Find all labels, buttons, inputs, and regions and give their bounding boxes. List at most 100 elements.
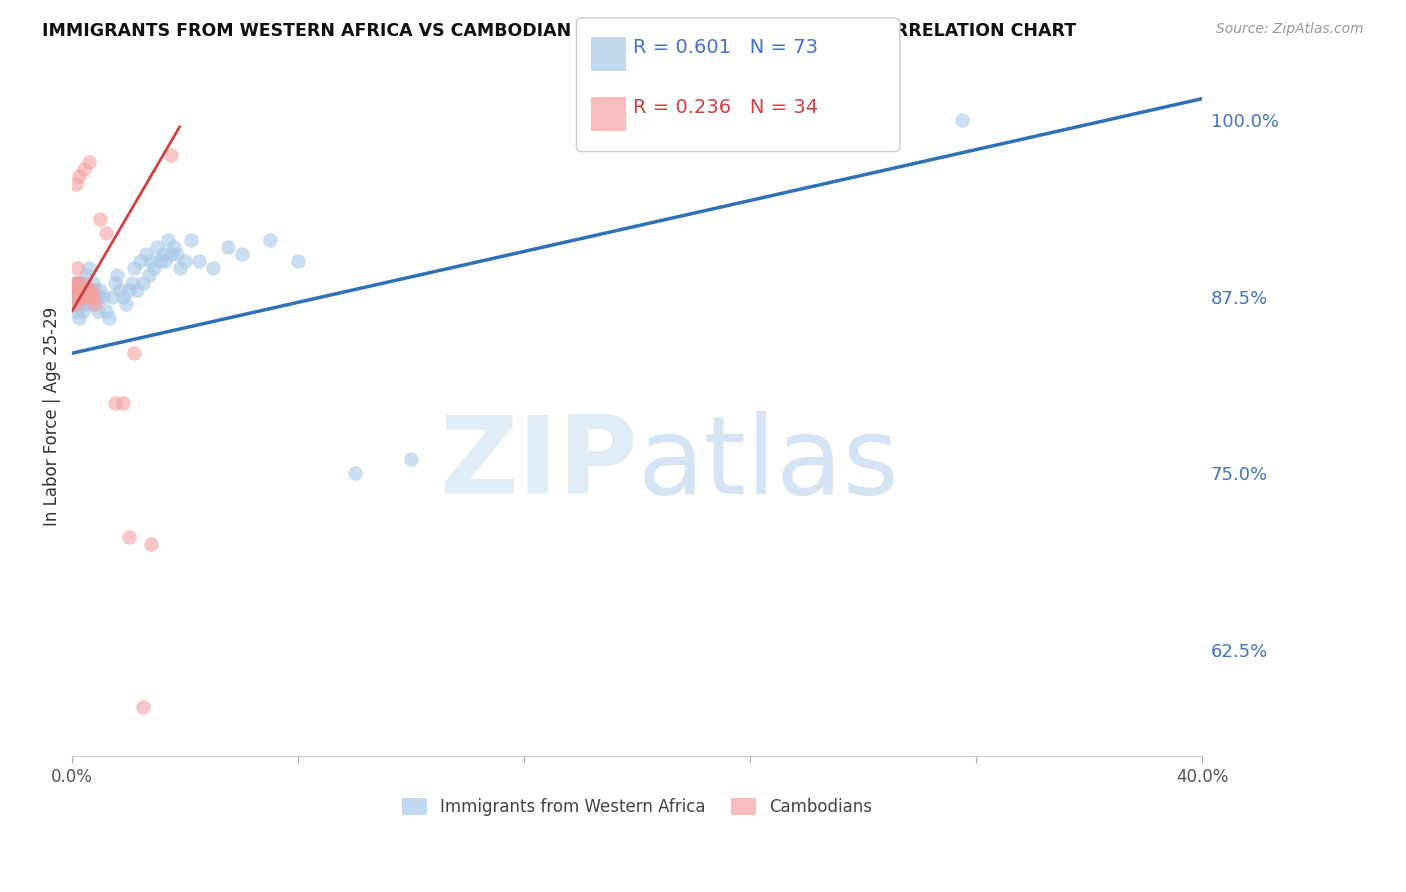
Point <box>97 310 120 325</box>
Text: IMMIGRANTS FROM WESTERN AFRICA VS CAMBODIAN IN LABOR FORCE | AGE 25-29 CORRELATI: IMMIGRANTS FROM WESTERN AFRICA VS CAMBOD… <box>42 22 1077 40</box>
Point <box>73 276 96 290</box>
Point <box>79 290 101 304</box>
Point <box>66 296 89 310</box>
Point <box>343 467 366 481</box>
Point <box>157 233 180 247</box>
Point <box>79 290 101 304</box>
Point <box>72 162 94 177</box>
Point <box>160 148 183 162</box>
Point <box>89 211 111 226</box>
Point <box>160 247 183 261</box>
Point <box>83 296 105 310</box>
Point <box>166 247 188 261</box>
Point <box>75 290 97 304</box>
Point <box>63 290 86 304</box>
Point <box>65 283 87 297</box>
Point <box>63 276 86 290</box>
Point <box>75 268 97 283</box>
Point <box>70 283 93 297</box>
Point <box>82 296 104 310</box>
Point <box>77 290 100 304</box>
Point <box>129 254 152 268</box>
Point <box>67 310 90 325</box>
Point <box>163 240 186 254</box>
Point <box>77 261 100 276</box>
Point <box>399 452 422 467</box>
Point <box>66 290 89 304</box>
Point <box>169 261 191 276</box>
Point <box>84 290 107 304</box>
Point <box>82 290 104 304</box>
Point <box>89 283 111 297</box>
Point <box>174 254 197 268</box>
Text: atlas: atlas <box>637 411 900 517</box>
Point <box>63 290 86 304</box>
Point <box>67 283 90 297</box>
Point <box>138 268 160 283</box>
Point <box>91 290 114 304</box>
Point <box>66 261 89 276</box>
Point <box>76 290 98 304</box>
Point <box>132 699 155 714</box>
Point <box>101 290 124 304</box>
Point <box>77 290 100 304</box>
Point <box>217 240 239 254</box>
Point <box>146 240 169 254</box>
Point <box>86 303 108 318</box>
Point <box>79 283 101 297</box>
Point <box>94 303 117 318</box>
Point <box>152 247 174 261</box>
Point <box>110 283 132 297</box>
Point <box>124 346 146 360</box>
Point <box>141 254 163 268</box>
Point <box>65 296 87 310</box>
Point <box>143 261 166 276</box>
Point <box>65 177 87 191</box>
Text: ZIP: ZIP <box>439 411 637 517</box>
Y-axis label: In Labor Force | Age 25-29: In Labor Force | Age 25-29 <box>44 307 60 526</box>
Point <box>73 283 96 297</box>
Text: R = 0.236   N = 34: R = 0.236 N = 34 <box>633 97 818 117</box>
Point <box>69 276 91 290</box>
Point <box>66 276 89 290</box>
Point <box>69 290 91 304</box>
Point <box>112 395 135 409</box>
Point <box>72 303 94 318</box>
Point <box>77 155 100 169</box>
Point <box>104 276 127 290</box>
Point <box>82 276 104 290</box>
Point <box>80 290 103 304</box>
Point <box>70 290 93 304</box>
Text: Source: ZipAtlas.com: Source: ZipAtlas.com <box>1216 22 1364 37</box>
Point <box>80 283 103 297</box>
Point <box>73 296 96 310</box>
Point <box>127 283 149 297</box>
Point <box>115 296 138 310</box>
Point <box>124 261 146 276</box>
Point <box>83 283 105 297</box>
Point <box>76 283 98 297</box>
Point <box>188 254 211 268</box>
Point <box>141 537 163 551</box>
Point <box>70 283 93 297</box>
Point <box>104 395 127 409</box>
Point <box>155 254 177 268</box>
Point <box>72 283 94 297</box>
Point <box>69 296 91 310</box>
Point <box>132 276 155 290</box>
Legend: Immigrants from Western Africa, Cambodians: Immigrants from Western Africa, Cambodia… <box>395 791 879 822</box>
Point <box>107 268 129 283</box>
Point <box>180 233 202 247</box>
Point <box>202 261 225 276</box>
Point <box>72 290 94 304</box>
Text: R = 0.601   N = 73: R = 0.601 N = 73 <box>633 37 818 57</box>
Point <box>87 290 110 304</box>
Point <box>112 290 135 304</box>
Point <box>67 290 90 304</box>
Point <box>118 283 141 297</box>
Point <box>67 169 90 184</box>
Point <box>65 283 87 297</box>
Point <box>80 283 103 297</box>
Point <box>67 276 90 290</box>
Point <box>135 247 157 261</box>
